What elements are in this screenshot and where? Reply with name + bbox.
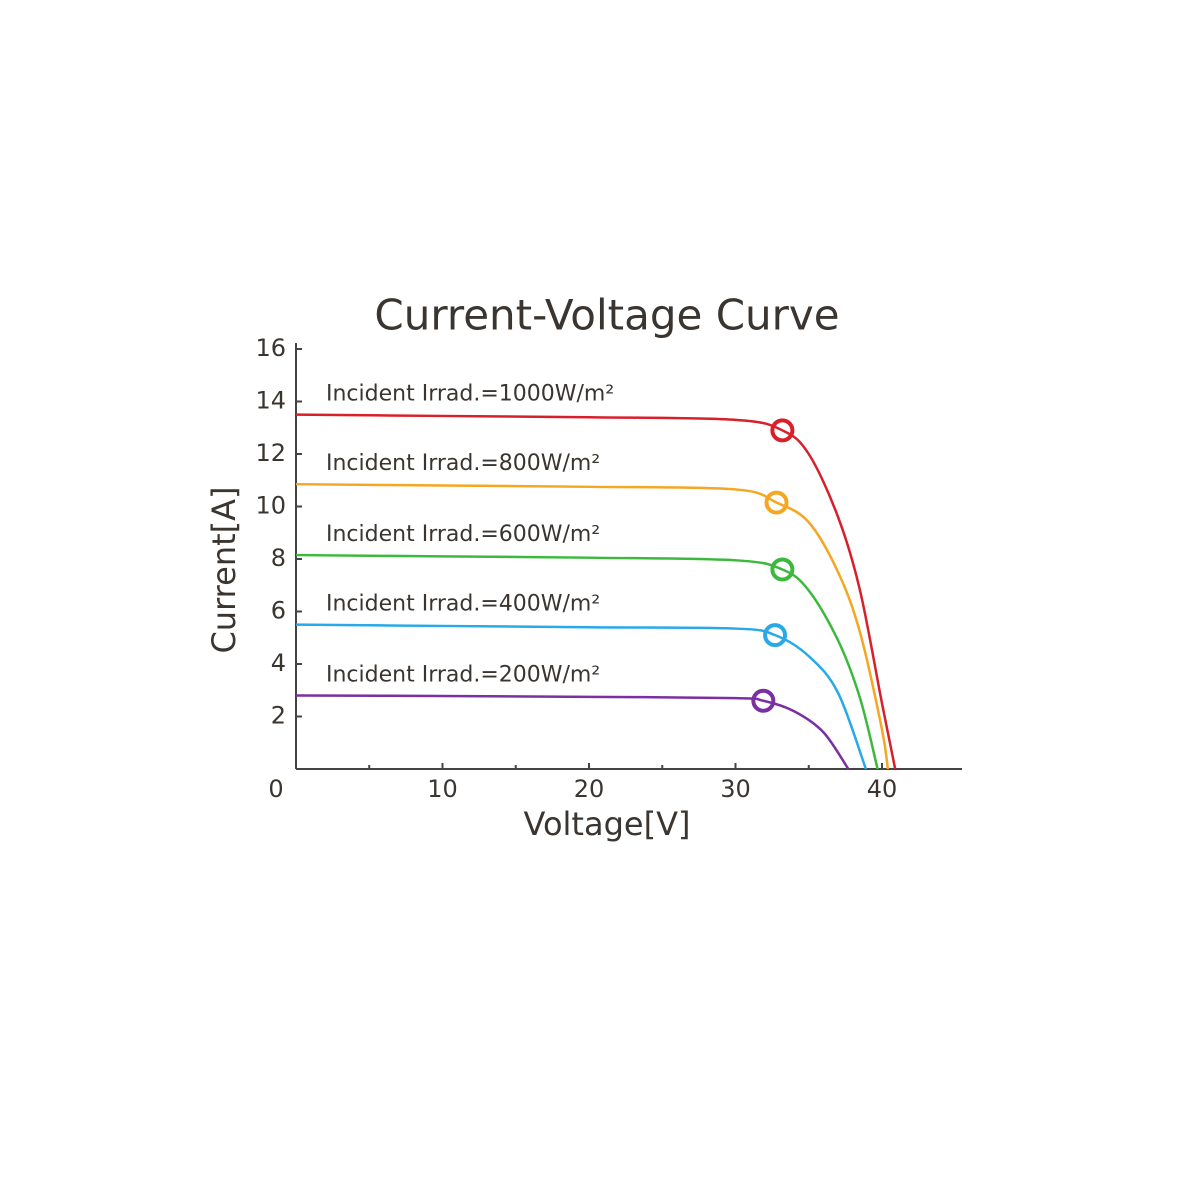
y-tick-label: 2 (271, 702, 286, 730)
series-line (295, 482, 890, 770)
series-line (295, 694, 850, 770)
x-tick-label: 10 (427, 775, 458, 803)
mpp-marker (751, 688, 776, 713)
y-axis-label: Current[A] (205, 486, 243, 653)
series-label: Incident Irrad.=200W/m² (326, 663, 600, 688)
y-tick-label: 10 (255, 492, 286, 520)
x-tick-label: 30 (720, 775, 751, 803)
series-line (295, 623, 868, 770)
series-label: Incident Irrad.=1000W/m² (326, 382, 614, 407)
series-label: Incident Irrad.=400W/m² (326, 592, 600, 617)
x-tick-label: 0 (268, 775, 283, 803)
y-tick-label: 16 (255, 334, 286, 362)
series-label: Incident Irrad.=600W/m² (326, 522, 600, 547)
y-tick-label: 12 (255, 439, 286, 467)
mpp-marker (764, 490, 789, 515)
x-axis-label: Voltage[V] (524, 805, 691, 843)
x-tick-label: 20 (574, 775, 605, 803)
y-tick-label: 4 (271, 649, 286, 677)
y-tick-label: 14 (255, 387, 286, 415)
y-tick-label: 6 (271, 597, 286, 625)
chart-title: Current-Voltage Curve (374, 291, 839, 340)
mpp-marker (770, 418, 795, 443)
series-label: Incident Irrad.=800W/m² (326, 451, 600, 476)
y-tick-label: 8 (271, 544, 286, 572)
series-line (295, 553, 879, 770)
mpp-marker (770, 557, 795, 582)
x-tick-label: 40 (867, 775, 898, 803)
mpp-marker (763, 623, 788, 648)
series-line (295, 413, 897, 770)
